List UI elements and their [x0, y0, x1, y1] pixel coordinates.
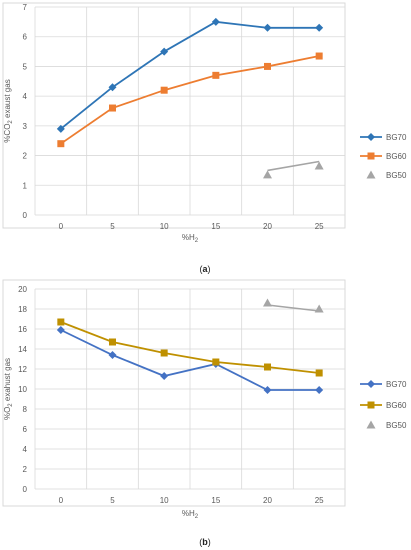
- y-tick-label: 3: [23, 122, 28, 131]
- data-point: [108, 351, 117, 359]
- y-tick-label: 6: [23, 425, 28, 434]
- y-tick-label: 7: [23, 3, 28, 12]
- y-tick-label: 2: [23, 152, 28, 161]
- data-point: [160, 47, 169, 56]
- data-point: [367, 401, 375, 409]
- data-point: [315, 369, 323, 377]
- data-point: [315, 23, 324, 32]
- data-point: [212, 71, 220, 79]
- y-tick-label: 2: [23, 465, 28, 474]
- figure-caption: (b): [199, 537, 211, 547]
- y-tick-label: 0: [23, 485, 28, 494]
- data-point: [263, 23, 272, 32]
- data-point: [160, 86, 168, 94]
- data-point: [367, 152, 375, 160]
- y-tick-label: 4: [23, 445, 28, 454]
- y-tick-label: 10: [18, 385, 27, 394]
- data-point: [366, 170, 376, 179]
- x-tick-label: 10: [160, 222, 169, 231]
- data-point: [211, 17, 220, 26]
- legend-label: BG60: [386, 401, 407, 410]
- data-point: [314, 161, 324, 170]
- legend-item-bg60: BG60: [360, 401, 407, 410]
- x-axis-title: %H2: [182, 509, 199, 520]
- chart-b: 0 2 4 6 8 10 12 14 16 18 20 0 5 10 15 20 25 %H2 %O2 exahus…: [2, 279, 407, 547]
- x-tick-label: 0: [59, 496, 64, 505]
- legend-item-bg60: BG60: [360, 152, 407, 161]
- y-tick-label: 16: [18, 325, 27, 334]
- series-bg60: [57, 52, 323, 148]
- series-line: [60, 321, 320, 374]
- legend-item-bg70: BG70: [360, 380, 407, 389]
- data-point: [263, 170, 272, 179]
- series-bg50: [263, 298, 324, 313]
- series-bg60: [57, 318, 323, 377]
- data-point: [264, 363, 271, 371]
- x-tick-label: 15: [211, 222, 220, 231]
- data-point: [263, 298, 272, 307]
- series-line: [60, 55, 320, 145]
- data-point: [160, 372, 169, 380]
- trendline: [267, 160, 320, 172]
- data-point: [264, 62, 271, 70]
- data-point: [314, 304, 324, 313]
- trendline: [267, 304, 320, 312]
- data-point: [108, 83, 117, 92]
- data-point: [56, 124, 65, 133]
- y-tick-label: 12: [18, 365, 27, 374]
- series-line: [60, 329, 320, 391]
- x-tick-label: 25: [315, 496, 324, 505]
- legend-label: BG50: [386, 421, 407, 430]
- y-tick-label: 4: [23, 92, 28, 101]
- legend-item-bg70: BG70: [360, 133, 407, 142]
- data-point: [56, 326, 65, 334]
- y-axis-title: %CO2 exaust gas: [3, 79, 14, 142]
- series-bg50: [263, 160, 324, 179]
- data-point: [366, 420, 376, 429]
- x-tick-label: 0: [59, 222, 64, 231]
- x-tick-label: 10: [160, 496, 169, 505]
- y-tick-label: 18: [18, 305, 27, 314]
- x-tick-label: 5: [110, 496, 115, 505]
- series-bg70: [56, 17, 324, 133]
- y-tick-label: 20: [18, 285, 27, 294]
- data-point: [109, 338, 116, 346]
- y-tick-label: 0: [23, 211, 28, 220]
- data-point: [57, 318, 65, 326]
- legend-item-bg50: BG50: [366, 420, 407, 430]
- x-tick-label: 20: [263, 496, 272, 505]
- data-point: [57, 140, 65, 148]
- x-tick-label: 15: [211, 496, 220, 505]
- legend-label: BG70: [386, 380, 407, 389]
- data-point: [109, 104, 116, 112]
- figure-caption: (a): [199, 264, 210, 274]
- y-axis-title: %O2 exahust gas: [3, 358, 14, 420]
- data-point: [367, 380, 375, 388]
- data-point: [263, 386, 272, 394]
- data-point: [315, 386, 324, 394]
- x-tick-label: 5: [110, 222, 115, 231]
- data-point: [160, 349, 168, 357]
- legend-label: BG60: [386, 152, 407, 161]
- legend-label: BG70: [386, 133, 407, 142]
- data-point: [315, 52, 323, 60]
- legend-item-bg50: BG50: [366, 170, 407, 180]
- y-tick-label: 1: [23, 181, 28, 190]
- y-tick-label: 5: [23, 62, 28, 71]
- y-tick-label: 14: [18, 345, 27, 354]
- y-tick-label: 6: [23, 33, 28, 42]
- x-axis-title: %H2: [182, 233, 199, 244]
- chart-a: 0 1 2 3 4 5 6 7 0 5 10 15 20 25 %H2 %CO2 exaust gas BG70…: [2, 2, 407, 274]
- x-tick-label: 25: [315, 222, 324, 231]
- data-point: [212, 358, 220, 366]
- series-line: [60, 20, 320, 130]
- x-tick-label: 20: [263, 222, 272, 231]
- y-tick-label: 8: [23, 405, 28, 414]
- legend-label: BG50: [386, 171, 407, 180]
- data-point: [367, 133, 375, 141]
